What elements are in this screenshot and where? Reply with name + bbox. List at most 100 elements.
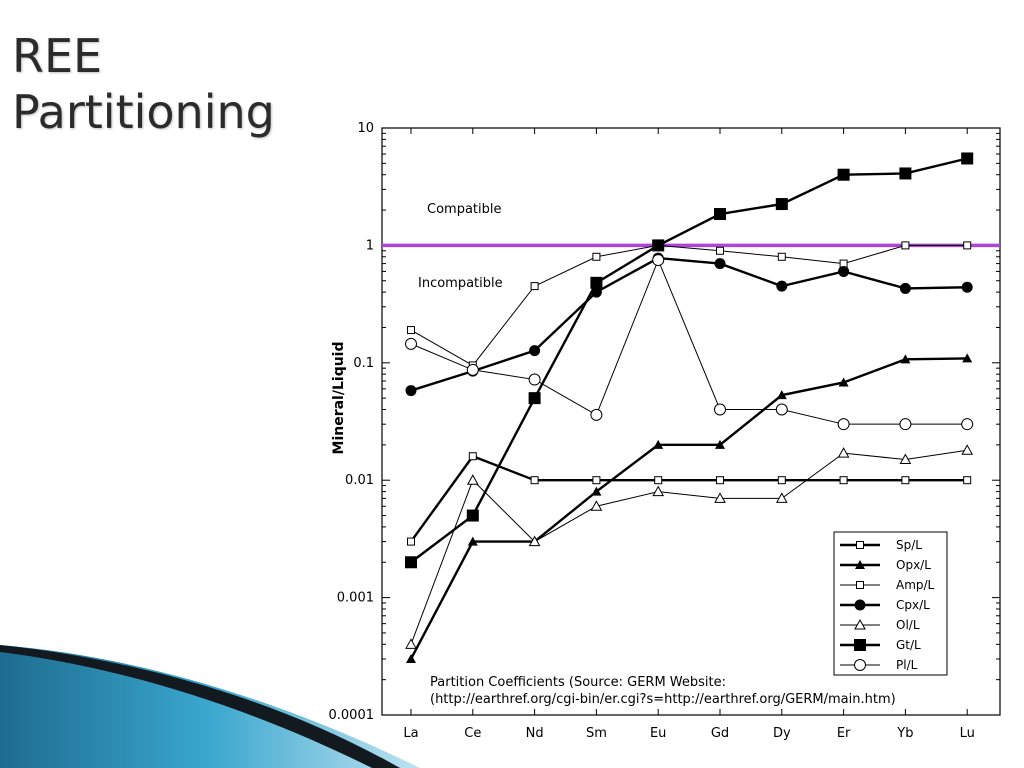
point-sp-l-la (407, 537, 415, 546)
point-gt-l-lu (961, 152, 974, 165)
point-ol-l-eu (652, 485, 665, 497)
x-tick-label-dy: Dy (773, 726, 791, 741)
point-amp-l-lu (963, 241, 972, 250)
point-sp-l-dy (777, 476, 786, 485)
point-gt-l-dy (775, 198, 788, 211)
series-line-opx-l (409, 357, 968, 660)
series-line-cpx-l (410, 256, 968, 392)
x-tick-label-er: Er (837, 726, 851, 741)
legend-marker-opx-l (855, 560, 865, 569)
point-opx-l-la (406, 653, 416, 663)
y-tick-label: 1 (366, 238, 374, 253)
series-pl-l (405, 254, 974, 431)
point-pl-l-sm (590, 408, 603, 421)
legend-label-cpx-l: Cpx/L (896, 598, 930, 612)
point-gt-l-sm (590, 276, 603, 289)
series-gt-l (405, 152, 974, 569)
point-pl-l-ce (466, 363, 479, 376)
point-amp-l-nd (530, 282, 539, 291)
point-ol-l-yb (899, 453, 912, 465)
x-tick-label-sm: Sm (586, 726, 607, 741)
point-sp-l-ce (468, 452, 477, 461)
point-amp-l-dy (777, 252, 786, 261)
point-sp-l-yb (901, 476, 910, 485)
point-cpx-l-er (838, 265, 850, 277)
point-pl-l-yb (899, 418, 912, 431)
point-ol-l-nd (528, 535, 541, 547)
series-layer (405, 152, 974, 663)
series-line-pl-l (410, 258, 968, 425)
point-sp-l-lu (963, 476, 972, 485)
legend-marker-ol-l (854, 618, 866, 630)
legend-box (833, 531, 948, 676)
point-ol-l-er (837, 447, 850, 458)
point-ol-l-lu (961, 444, 974, 455)
y-tick-label: 0.001 (337, 591, 374, 606)
axis-ticks (382, 127, 1000, 716)
legend-label-pl-l: Pl/L (896, 658, 918, 672)
series-cpx-l (405, 252, 973, 397)
point-pl-l-lu (961, 418, 974, 431)
point-gt-l-la (405, 556, 417, 569)
series-ol-l (405, 444, 974, 649)
series-line-gt-l (410, 157, 968, 564)
y-tick-label: 0.0001 (329, 708, 375, 723)
point-opx-l-gd (715, 439, 725, 449)
slide-title-line2: Partitioning (12, 85, 275, 139)
series-line-sp-l (410, 454, 968, 543)
point-sp-l-eu (654, 476, 663, 485)
point-amp-l-yb (901, 241, 910, 250)
x-tick-label-ce: Ce (464, 726, 481, 741)
y-axis-label: Mineral/Liquid (331, 342, 347, 455)
point-amp-l-sm (592, 252, 601, 261)
point-gt-l-yb (899, 167, 912, 180)
legend-label-amp-l: Amp/L (896, 578, 935, 592)
x-tick-label-la: La (403, 726, 418, 741)
legend-marker-pl-l (854, 659, 866, 671)
legend-marker-cpx-l (854, 599, 866, 611)
x-tick-label-eu: Eu (650, 726, 666, 741)
point-amp-l-gd (716, 246, 724, 255)
series-line-amp-l (410, 244, 968, 367)
plot-area-frame (381, 127, 1001, 716)
x-tick-label-gd: Gd (711, 726, 729, 741)
point-gt-l-ce (466, 509, 479, 522)
point-pl-l-dy (775, 403, 788, 416)
y-tick-label: 0.01 (345, 473, 374, 488)
x-tick-labels: La Ce Nd Sm Eu Gd Dy Er Yb Lu (403, 726, 974, 741)
x-tick-label-yb: Yb (896, 726, 913, 741)
point-opx-l-sm (591, 486, 602, 496)
slide-title: REE Partitioning (12, 28, 275, 140)
y-tick-labels: 10 1 0.1 0.01 0.001 0.0001 (329, 121, 375, 723)
point-cpx-l-dy (776, 280, 788, 292)
series-sp-l (407, 452, 972, 546)
point-opx-l-dy (776, 390, 787, 400)
point-pl-l-gd (714, 403, 726, 416)
legend-label-opx-l: Opx/L (896, 558, 931, 572)
point-opx-l-lu (962, 353, 973, 363)
point-pl-l-eu (652, 254, 665, 267)
x-tick-label-lu: Lu (960, 726, 975, 741)
legend-marker-sp-l (856, 541, 864, 549)
point-opx-l-yb (900, 354, 911, 364)
point-ol-l-la (405, 638, 417, 649)
point-cpx-l-lu (961, 281, 973, 293)
series-line-ol-l (410, 449, 968, 645)
compatible-label: Compatible (427, 202, 501, 217)
point-cpx-l-yb (899, 282, 911, 294)
legend-label-ol-l: Ol/L (896, 618, 920, 632)
point-sp-l-gd (716, 476, 724, 485)
point-gt-l-nd (528, 392, 541, 405)
swoosh-dark (0, 645, 400, 768)
y-tick-label: 10 (357, 121, 374, 136)
point-pl-l-nd (528, 373, 541, 386)
point-pl-l-la (405, 337, 417, 350)
point-ol-l-ce (466, 474, 479, 485)
legend-marker-gt-l (854, 639, 866, 651)
point-cpx-l-nd (529, 345, 541, 357)
point-gt-l-er (837, 168, 850, 181)
point-opx-l-eu (653, 439, 664, 449)
legend-label-gt-l: Gt/L (896, 638, 921, 652)
